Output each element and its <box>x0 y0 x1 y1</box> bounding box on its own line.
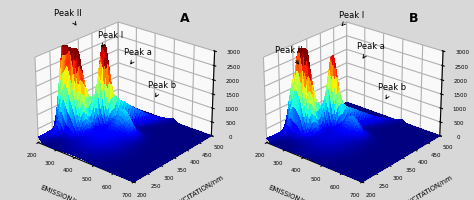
Text: Peak II: Peak II <box>275 46 303 64</box>
Text: A: A <box>180 12 190 25</box>
Text: B: B <box>409 12 418 25</box>
Text: Peak II: Peak II <box>55 9 82 25</box>
Text: Peak I: Peak I <box>99 31 124 47</box>
Y-axis label: EXCITATION/nm: EXCITATION/nm <box>175 174 225 200</box>
X-axis label: EMISSION/nm: EMISSION/nm <box>39 184 85 200</box>
Y-axis label: EXCITATION/nm: EXCITATION/nm <box>404 174 453 200</box>
Text: Peak I: Peak I <box>338 11 364 25</box>
Text: Peak b: Peak b <box>147 81 176 97</box>
X-axis label: EMISSION/nm: EMISSION/nm <box>267 184 313 200</box>
Text: Peak a: Peak a <box>357 42 384 58</box>
Text: Peak a: Peak a <box>124 48 152 64</box>
Text: Peak b: Peak b <box>378 83 406 99</box>
